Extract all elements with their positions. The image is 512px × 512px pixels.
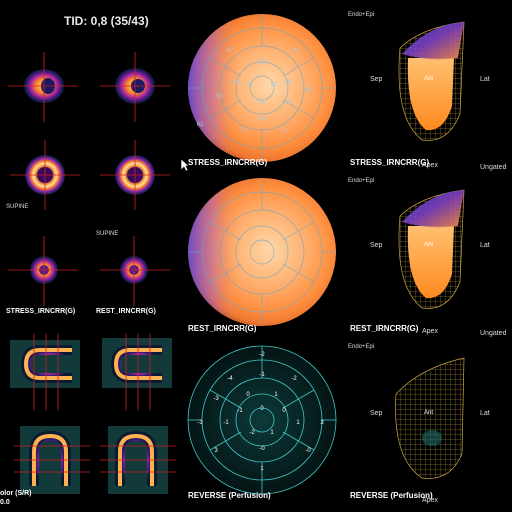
segment-value: -2 bbox=[249, 430, 255, 436]
supine-label: SUPINE bbox=[96, 231, 119, 237]
rest-polar-map[interactable] bbox=[186, 176, 338, 328]
reverse-3d-model[interactable] bbox=[380, 354, 480, 482]
ant-label: Ant bbox=[424, 410, 434, 416]
lat-label: Lat bbox=[480, 242, 490, 249]
segment-value: 78 bbox=[215, 94, 222, 100]
segment-value: 82 bbox=[286, 100, 293, 106]
segment-value: 3 bbox=[214, 448, 218, 454]
short-axis-slice[interactable] bbox=[8, 52, 78, 122]
segment-value: 0 bbox=[260, 406, 264, 412]
reverse-model-label: REVERSE (Perfusion) bbox=[350, 491, 433, 500]
reverse-polar-label: REVERSE (Perfusion) bbox=[188, 491, 271, 500]
apex-label: Apex bbox=[422, 162, 438, 169]
short-axis-slice[interactable] bbox=[100, 52, 170, 122]
sep-label: Sep bbox=[370, 76, 383, 83]
segment-value: 83 bbox=[271, 82, 278, 88]
segment-value: 81 bbox=[247, 82, 254, 88]
segment-value: 3 bbox=[320, 420, 324, 426]
segment-value: -2 bbox=[259, 352, 265, 358]
stress-model-label: STRESS_IRNCRR(G) bbox=[350, 158, 430, 167]
reverse-polar-map[interactable]: -2 -1 -4 -2 -3 0 1 0 -1 0 -3 3 -1 1 -2 1… bbox=[186, 344, 338, 496]
segment-value: 0 bbox=[282, 408, 286, 414]
lat-label: Lat bbox=[480, 76, 490, 83]
segment-value: 73 bbox=[241, 128, 248, 134]
apex-label: Apex bbox=[422, 328, 438, 335]
mouse-cursor-icon bbox=[180, 158, 190, 172]
apical-slice[interactable] bbox=[8, 236, 78, 306]
rest-model-label: REST_IRNCRR(G) bbox=[350, 324, 419, 333]
segment-value: 0 bbox=[246, 392, 250, 398]
stress-slice-label: STRESS_IRNCRR(G) bbox=[6, 308, 76, 315]
segment-value: -3 bbox=[213, 396, 219, 402]
color-scale-label: olor (S/R) bbox=[0, 490, 32, 497]
segment-value: 1 bbox=[260, 466, 264, 472]
sep-label: Sep bbox=[370, 242, 383, 249]
apex-label: Apex bbox=[422, 497, 438, 504]
segment-value: -1 bbox=[223, 420, 229, 426]
lat-label: Lat bbox=[480, 410, 490, 417]
short-axis-ring-slice[interactable] bbox=[100, 140, 170, 210]
sep-label: Sep bbox=[370, 410, 383, 417]
segment-value: -4 bbox=[227, 376, 233, 382]
rest-polar-label: REST_IRNCRR(G) bbox=[188, 324, 257, 333]
segment-value: 71 bbox=[281, 128, 288, 134]
vertical-long-axis-slice[interactable] bbox=[100, 422, 176, 498]
endo-epi-label: Endo+Epi bbox=[348, 12, 375, 18]
color-scale-value: 0.0 bbox=[0, 499, 10, 506]
segment-value: -0 bbox=[259, 446, 265, 452]
segment-value: 1 bbox=[274, 392, 278, 398]
segment-value: -3 bbox=[197, 420, 203, 426]
segment-value: 69 bbox=[259, 60, 266, 66]
horizontal-long-axis-slice[interactable] bbox=[96, 334, 176, 410]
supine-label: SUPINE bbox=[6, 204, 29, 210]
horizontal-long-axis-slice[interactable] bbox=[6, 334, 86, 410]
segment-value: 87 bbox=[227, 48, 234, 54]
short-axis-ring-slice[interactable] bbox=[10, 140, 80, 210]
segment-value: 90 bbox=[293, 48, 300, 54]
segment-value: 80 bbox=[259, 116, 266, 122]
apical-slice[interactable] bbox=[100, 236, 170, 306]
segment-value: 85 bbox=[259, 100, 266, 106]
stress-polar-map[interactable]: 68 69 85 82 80 62 78 81 83 85 73 71 88 9… bbox=[186, 12, 338, 164]
ungated-label: Ungated bbox=[480, 164, 507, 171]
vertical-long-axis-slice[interactable] bbox=[14, 422, 90, 498]
ant-label: Ant bbox=[424, 76, 434, 82]
segment-value: 1 bbox=[296, 420, 300, 426]
segment-value: 88 bbox=[305, 88, 312, 94]
segment-value: 85 bbox=[286, 80, 293, 86]
tid-value: TID: 0,8 (35/43) bbox=[64, 14, 149, 28]
rest-3d-model[interactable] bbox=[380, 186, 480, 314]
stress-polar-label: STRESS_IRNCRR(G) bbox=[188, 158, 268, 167]
ungated-label: Ungated bbox=[480, 330, 507, 337]
ant-label: Ant bbox=[424, 242, 434, 248]
segment-value: 62 bbox=[197, 122, 204, 128]
endo-epi-label: Endo+Epi bbox=[348, 344, 375, 350]
rest-slice-label: REST_IRNCRR(G) bbox=[96, 308, 156, 315]
stress-3d-model[interactable] bbox=[380, 18, 480, 146]
segment-value: -0 bbox=[305, 448, 311, 454]
segment-value: -2 bbox=[291, 376, 297, 382]
segment-value: 68 bbox=[233, 80, 240, 86]
endo-epi-label: Endo+Epi bbox=[348, 178, 375, 184]
segment-value: -1 bbox=[259, 372, 265, 378]
segment-value: -1 bbox=[237, 408, 243, 414]
segment-value: 1 bbox=[270, 430, 274, 436]
